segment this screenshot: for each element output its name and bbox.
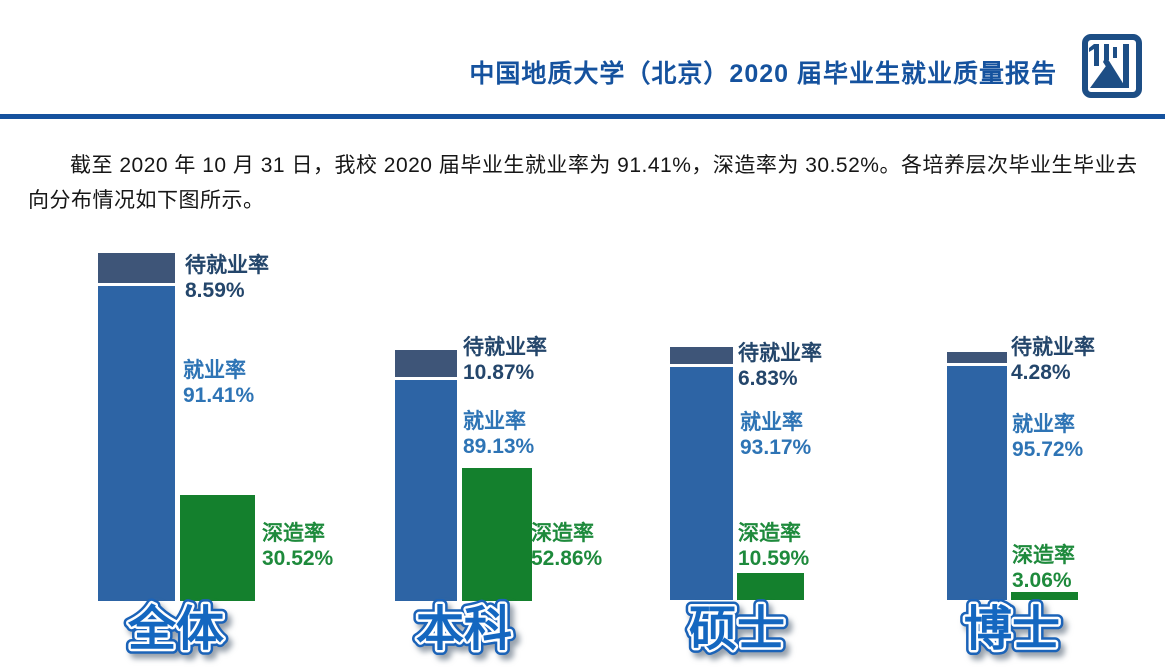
employment-rate-label: 就业率 91.41% bbox=[183, 359, 255, 407]
svg-text:硕士: 硕士 bbox=[689, 603, 785, 656]
employment-rate-bar bbox=[395, 380, 457, 601]
svg-text:本科: 本科 bbox=[416, 603, 512, 656]
pending-rate-bar bbox=[98, 253, 175, 283]
further-study-rate-label: 深造率 30.52% bbox=[262, 522, 334, 570]
bar-break-separator bbox=[395, 377, 457, 380]
employment-rate-label: 就业率 93.17% bbox=[740, 411, 812, 459]
further-study-rate-bar bbox=[737, 573, 804, 600]
svg-text:博士: 博士 bbox=[964, 603, 1060, 656]
university-logo-icon bbox=[1082, 34, 1142, 98]
pending-rate-label: 待就业率 6.83% bbox=[738, 342, 822, 390]
bar-break-separator bbox=[670, 364, 733, 367]
svg-text:全体: 全体 bbox=[127, 602, 224, 656]
svg-text:硕士: 硕士 bbox=[689, 603, 785, 656]
further-study-rate-label: 深造率 10.59% bbox=[738, 522, 810, 570]
pending-rate-label: 待就业率 10.87% bbox=[463, 336, 547, 384]
category-label-undergraduate: 本科 本科 本科 bbox=[411, 598, 517, 661]
pending-rate-bar bbox=[670, 347, 733, 364]
further-study-rate-bar bbox=[1011, 592, 1078, 600]
svg-text:硕士: 硕士 bbox=[689, 603, 785, 656]
further-study-rate-label: 深造率 52.86% bbox=[531, 522, 603, 570]
further-study-rate-bar bbox=[180, 495, 255, 601]
header-divider bbox=[0, 114, 1165, 119]
svg-text:博士: 博士 bbox=[964, 603, 1060, 656]
employment-rate-bar bbox=[947, 366, 1007, 600]
category-label-overall: 全体 全体 全体 bbox=[122, 597, 229, 661]
page-title: 中国地质大学（北京）2020 届毕业生就业质量报告 bbox=[469, 60, 1057, 88]
further-study-rate-bar bbox=[462, 468, 532, 601]
svg-text:全体: 全体 bbox=[127, 602, 224, 656]
pending-rate-label: 待就业率 4.28% bbox=[1011, 336, 1095, 384]
employment-rate-label: 就业率 95.72% bbox=[1012, 413, 1084, 461]
pending-rate-label: 待就业率 8.59% bbox=[185, 254, 269, 302]
svg-text:本科: 本科 bbox=[416, 603, 512, 656]
svg-text:全体: 全体 bbox=[127, 602, 224, 656]
category-label-master: 硕士 硕士 硕士 bbox=[684, 598, 790, 661]
employment-rate-label: 就业率 89.13% bbox=[463, 410, 535, 458]
pending-rate-bar bbox=[947, 352, 1007, 363]
employment-rate-bar bbox=[98, 286, 175, 601]
further-study-rate-label: 深造率 3.06% bbox=[1012, 544, 1075, 592]
svg-text:本科: 本科 bbox=[416, 603, 512, 656]
svg-text:博士: 博士 bbox=[964, 603, 1060, 656]
bar-break-separator bbox=[947, 363, 1007, 366]
intro-paragraph: 截至 2020 年 10 月 31 日，我校 2020 届毕业生就业率为 91.… bbox=[28, 154, 1138, 212]
bar-break-separator bbox=[98, 283, 175, 286]
category-label-doctor: 博士 博士 博士 bbox=[959, 598, 1065, 661]
pending-rate-bar bbox=[395, 350, 457, 377]
employment-rate-bar bbox=[670, 367, 733, 600]
